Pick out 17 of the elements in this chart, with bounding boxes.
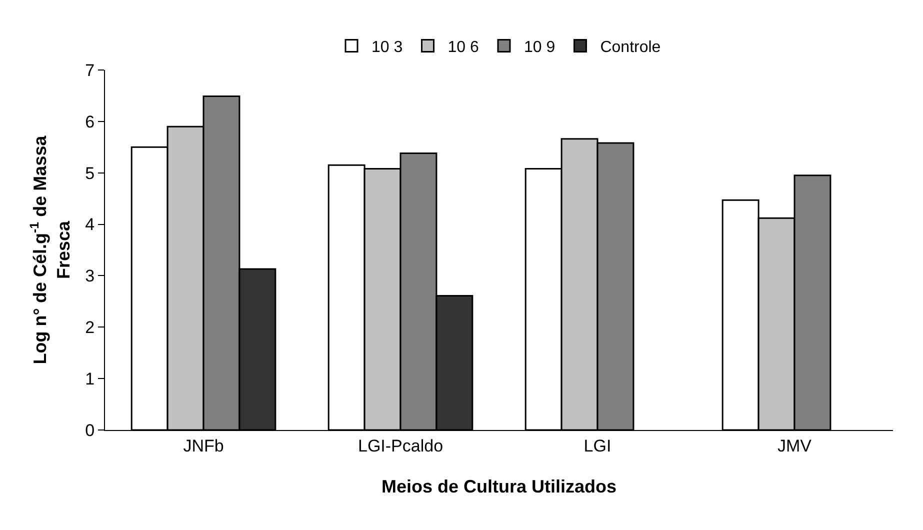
y-tick-label: 5 bbox=[85, 164, 95, 183]
legend-label: 10 3 bbox=[372, 38, 403, 56]
x-axis-title: Meios de Cultura Utilizados bbox=[381, 476, 617, 496]
y-tick-label: 3 bbox=[85, 266, 95, 286]
x-tick-label: LGI-Pcaldo bbox=[358, 436, 444, 456]
legend-label: 10 6 bbox=[448, 38, 479, 56]
y-tick-label: 1 bbox=[85, 370, 95, 389]
legend-label: 10 9 bbox=[524, 38, 556, 56]
x-tick-label: LGI bbox=[584, 436, 612, 456]
y-tick-label: 6 bbox=[85, 112, 95, 132]
legend-label: Controle bbox=[600, 38, 661, 56]
y-tick-label: 4 bbox=[85, 215, 95, 234]
x-tick-label: JNFb bbox=[183, 436, 224, 456]
x-tick-label: JMV bbox=[778, 436, 812, 456]
y-tick-label: 7 bbox=[85, 60, 95, 80]
y-tick-label: 2 bbox=[85, 318, 95, 338]
y-tick-label: 0 bbox=[85, 420, 95, 440]
